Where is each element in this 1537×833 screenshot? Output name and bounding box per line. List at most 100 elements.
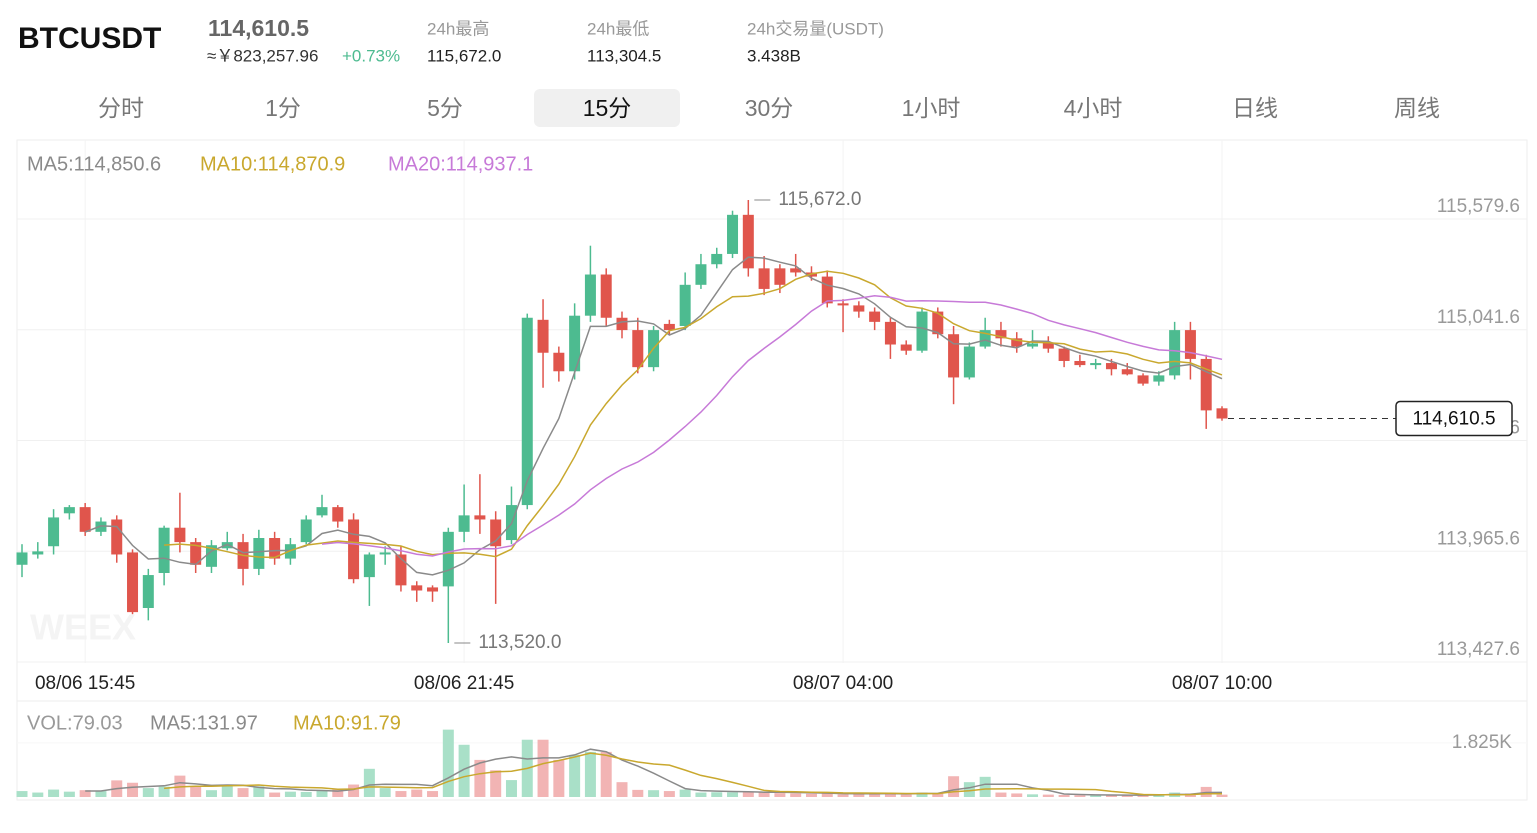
candle-body [1216,408,1228,419]
extreme-label: 113,520.0 [478,632,561,653]
volume-bar [363,768,375,797]
volume-bar [821,793,833,797]
volume-bar [979,776,991,797]
last-price-label: 114,610.5 [1412,409,1495,430]
volume-bar [1074,795,1086,797]
stat-label: 24h最低 [587,19,649,38]
candle-body [1153,375,1165,382]
candle-body [932,311,944,335]
candle-body [79,507,91,532]
vol-legend: MA5:131.97 [150,712,258,734]
candle-body [900,344,912,351]
candle-body [869,311,881,322]
volume-bar [253,786,265,797]
volume-bar [32,792,44,797]
tab[interactable]: 5分 [427,95,463,121]
vol-tick-label: 1.825K [1452,732,1513,753]
volume-bar [1216,794,1228,797]
candle-body [111,519,123,555]
volume-bar [679,789,691,797]
candle-body [1200,358,1212,411]
candle-body [458,515,470,532]
candle-body [758,268,770,289]
volume-bar [1090,795,1102,797]
last-price-box [1395,400,1513,437]
candle-body [963,346,975,378]
tab[interactable]: 分时 [98,95,144,121]
volume-bar [963,782,975,797]
volume-bar [316,789,328,797]
volume-bar [505,780,517,797]
volume-bar [95,791,107,797]
candle-body [632,330,644,368]
candle-body [663,323,675,331]
candle-body [48,517,60,547]
volume-bar [16,791,28,797]
x-tick-label: 08/07 04:00 [793,673,893,694]
tab[interactable]: 4小时 [1064,95,1123,121]
candle-body [332,507,344,522]
volume-bar [869,793,881,797]
candle-body [553,352,565,372]
candle-body [837,303,849,306]
volume-bar [190,786,202,797]
volume-bar [932,793,944,797]
tab[interactable]: 1小时 [902,95,961,121]
volume-bar [442,729,454,797]
tab[interactable]: 15分 [583,95,632,121]
candle-body [474,515,486,520]
candle-body [1169,330,1181,376]
volume-bar [284,791,296,797]
stat-label: 24h交易量(USDT) [747,19,884,38]
tab[interactable]: 周线 [1394,95,1440,121]
tab[interactable]: 1分 [265,95,301,121]
volume-bar [221,785,233,797]
candle-body [174,527,186,543]
volume-bar [995,792,1007,797]
volume-ma-line [164,752,1222,796]
volume-bar [205,790,217,797]
tab[interactable]: 30分 [745,95,794,121]
y-tick-label: 115,041.6 [1437,307,1520,328]
volume-bar [237,788,249,797]
tab[interactable]: 日线 [1232,95,1278,121]
volume-bar [48,789,60,797]
candle-body [884,321,896,345]
candle-body [427,587,439,592]
candle-body [1137,375,1149,384]
candle-body [253,538,265,569]
volume-bar [411,789,423,797]
candle-body [127,552,139,613]
volume-bar [490,770,502,797]
volume-bar [758,792,770,797]
candle-body [1121,369,1133,375]
ma-legend: MA20:114,937.1 [388,153,533,175]
price-ma-line [84,256,1223,576]
volume-bar [269,792,281,797]
candle-body [1058,348,1070,361]
extreme-label: 115,672.0 [778,189,861,210]
volume-bar [158,786,170,797]
candle-body [948,334,960,378]
candle-body [616,317,628,331]
candle-body [32,551,44,555]
candle-body [1184,330,1196,359]
volume-bar [916,792,928,797]
candle-body [142,575,154,608]
candle-body [348,519,360,580]
candle-body [269,538,281,559]
volume-bar [1153,794,1165,797]
volume-bar [948,776,960,797]
candle-body [742,214,754,269]
volume-bar [1137,794,1149,797]
vol-legend: MA10:91.79 [293,712,401,734]
volume-bar [648,790,660,797]
ma-legend: MA10:114,870.9 [200,153,345,175]
volume-bar [600,751,612,797]
volume-bar [1121,795,1133,797]
x-tick-label: 08/06 15:45 [35,673,135,694]
candle-body [1074,360,1086,366]
candle-body [995,330,1007,339]
candle-body [711,253,723,265]
volume-bar [711,792,723,797]
